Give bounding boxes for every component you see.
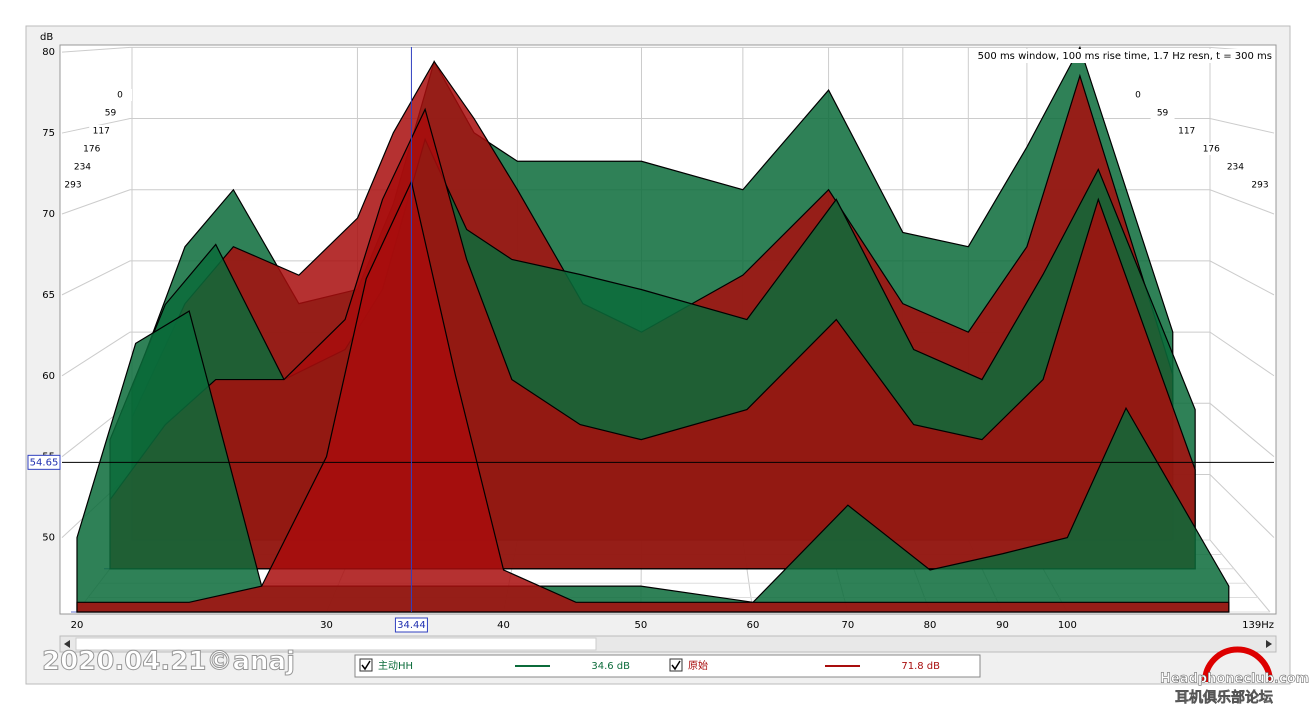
cursor-x-label: 34.44	[397, 620, 426, 631]
slice	[76, 310, 1230, 613]
z-tick-box	[1199, 143, 1224, 156]
z-tick-label: 293	[1251, 181, 1268, 191]
z-tick-box	[1174, 124, 1199, 137]
z-tick-label: 176	[1203, 145, 1220, 155]
z-tick-box	[79, 143, 104, 156]
check	[671, 660, 681, 671]
x-tick-label: 70	[842, 620, 855, 631]
plot-area: 0059591171171761762342342932935055606570…	[27, 45, 1275, 633]
x-tick-label: 60	[747, 620, 760, 631]
x-tick-label: 50	[634, 620, 647, 631]
y-tick-label: 50	[42, 533, 55, 544]
z-tick-label: 117	[93, 126, 110, 136]
annotation: 500 ms window, 100 ms rise time, 1.7 Hz …	[978, 51, 1272, 62]
legend-checkbox[interactable]	[669, 658, 683, 672]
z-tick-label: 59	[1157, 109, 1169, 119]
x-tick-label: 30	[320, 620, 333, 631]
z-tick-box	[1126, 89, 1150, 101]
z-tick-box	[98, 107, 123, 120]
logo-text: Headphoneclub.com	[1160, 672, 1309, 687]
legend-readout: 34.6 dB	[591, 661, 630, 672]
x-tick-label: 20	[71, 620, 84, 631]
cursor-label-box	[27, 454, 61, 470]
z-tick-box	[89, 124, 114, 137]
z-tick-label: 234	[74, 162, 91, 172]
z-tick-box	[61, 179, 85, 191]
cursor-label-box	[394, 617, 428, 633]
legend-name: 原始	[688, 659, 708, 672]
z-tick-label: 117	[1178, 126, 1195, 136]
legend-checkbox[interactable]	[359, 658, 373, 672]
legend-name: 主动HH	[378, 660, 413, 672]
legend	[354, 654, 981, 678]
logo-arc	[1202, 646, 1273, 683]
logo-text: 耳机俱乐部论坛	[1175, 689, 1273, 706]
y-tick-label: 80	[42, 47, 55, 58]
legend-readout: 71.8 dB	[901, 661, 940, 672]
z-tick-box	[108, 89, 132, 101]
z-tick-label: 0	[117, 91, 123, 101]
watermark: 2020.04.21©anaj	[42, 647, 295, 677]
z-tick-box	[1248, 179, 1272, 191]
z-tick-label: 234	[1227, 162, 1244, 172]
slice	[76, 179, 1230, 613]
z-tick-box	[1150, 107, 1175, 120]
z-tick-label: 293	[64, 181, 81, 191]
y-tick-label: 75	[42, 128, 55, 139]
y-unit: dB	[40, 32, 53, 43]
annotation-box	[988, 49, 1274, 63]
z-tick-box	[1223, 160, 1248, 173]
x-tick-label: 139Hz	[1242, 620, 1274, 631]
z-tick-label: 59	[105, 109, 117, 119]
z-tick-label: 176	[83, 145, 100, 155]
y-tick-label: 60	[42, 371, 55, 382]
y-tick-label: 70	[42, 209, 55, 220]
x-tick-label: 40	[497, 620, 510, 631]
x-tick-label: 100	[1058, 620, 1077, 631]
y-tick-label: 65	[42, 290, 55, 301]
z-tick-label: 0	[1135, 91, 1141, 101]
x-tick-label: 80	[924, 620, 937, 631]
scroll-thumb[interactable]	[75, 637, 597, 651]
check	[361, 660, 371, 671]
cursor-y-label: 54.65	[30, 457, 59, 468]
x-tick-label: 90	[996, 620, 1009, 631]
z-tick-box	[70, 160, 95, 173]
